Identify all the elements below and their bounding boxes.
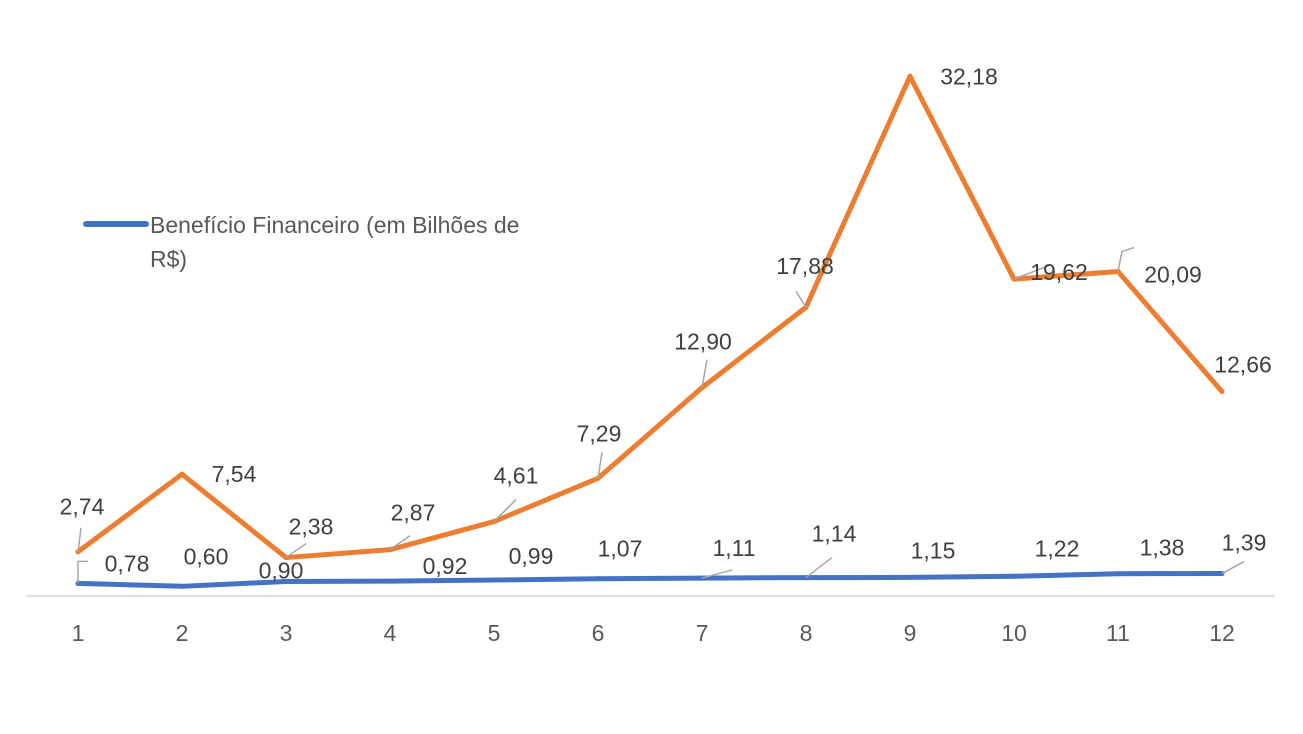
x-tick-label: 4 — [384, 620, 397, 646]
leader-line — [701, 359, 708, 388]
data-label-layer: 0,78 0,60 0,90 0,92 0,99 1,07 1,11 1,14 1,15 1,22… — [60, 63, 1272, 583]
data-label: 0,99 — [509, 543, 554, 569]
legend: Benefício Financeiro (em Bilhões de R$) — [83, 212, 519, 272]
data-point — [907, 574, 913, 580]
x-tick-label: 5 — [488, 620, 501, 646]
data-label: 17,88 — [776, 253, 834, 279]
data-label: 1,38 — [1140, 535, 1185, 561]
data-label: 12,90 — [674, 329, 732, 355]
leader-line — [1221, 560, 1245, 575]
data-point — [283, 578, 289, 584]
x-tick-layer: 1 2 3 4 5 6 7 8 9 10 11 12 — [72, 620, 1235, 646]
data-point — [1219, 389, 1225, 395]
data-label: 7,54 — [212, 461, 257, 487]
data-label: 0,78 — [105, 550, 150, 576]
data-label: 1,39 — [1222, 530, 1267, 556]
data-label: 1,07 — [598, 536, 643, 562]
data-label: 0,92 — [423, 553, 468, 579]
data-label: 0,60 — [184, 543, 229, 569]
leader-line — [597, 452, 603, 479]
x-tick-label: 3 — [280, 620, 293, 646]
data-label: 19,62 — [1030, 259, 1088, 285]
data-point — [907, 73, 913, 79]
data-label: 2,38 — [289, 514, 334, 540]
data-label: 1,15 — [911, 537, 956, 563]
leader-line — [1013, 264, 1051, 280]
legend-label-line2: R$) — [150, 246, 187, 272]
series-layer — [75, 73, 1225, 589]
leader-line — [1117, 246, 1135, 272]
data-point — [1011, 573, 1017, 579]
x-tick-label: 10 — [1001, 620, 1027, 646]
data-label: 20,09 — [1144, 262, 1202, 288]
leader-line — [285, 542, 307, 559]
series-line-2 — [75, 73, 1225, 561]
x-tick-label: 6 — [592, 620, 605, 646]
data-point — [595, 576, 601, 582]
data-label: 7,29 — [577, 420, 622, 446]
data-label: 1,11 — [712, 535, 755, 561]
data-label: 32,18 — [940, 63, 998, 89]
data-label: 0,90 — [259, 557, 304, 583]
x-tick-label: 9 — [904, 620, 917, 646]
data-point — [179, 583, 185, 589]
data-label: 1,22 — [1035, 535, 1080, 561]
leader-line — [77, 560, 88, 584]
data-point — [491, 577, 497, 583]
data-label: 2,87 — [391, 500, 436, 526]
leader-line — [389, 535, 411, 551]
data-label: 2,74 — [60, 494, 105, 520]
data-point — [1115, 571, 1121, 577]
leader-layer — [77, 246, 1245, 584]
data-label: 12,66 — [1214, 352, 1272, 378]
data-label: 1,14 — [812, 521, 857, 547]
data-point — [387, 578, 393, 584]
data-label: 4,61 — [494, 463, 539, 489]
leader-line — [77, 527, 82, 552]
x-tick-label: 2 — [176, 620, 189, 646]
x-tick-label: 11 — [1106, 620, 1130, 646]
leader-line — [493, 499, 517, 523]
x-tick-label: 7 — [696, 620, 709, 646]
x-tick-label: 8 — [800, 620, 813, 646]
x-tick-label: 12 — [1209, 620, 1235, 646]
leader-line — [701, 569, 733, 579]
legend-label-line1: Benefício Financeiro (em Bilhões de — [150, 212, 519, 238]
x-tick-label: 1 — [72, 620, 85, 646]
leader-line — [795, 290, 807, 308]
series-line-1 — [75, 571, 1225, 589]
leader-line — [805, 556, 833, 579]
data-point — [179, 471, 185, 477]
